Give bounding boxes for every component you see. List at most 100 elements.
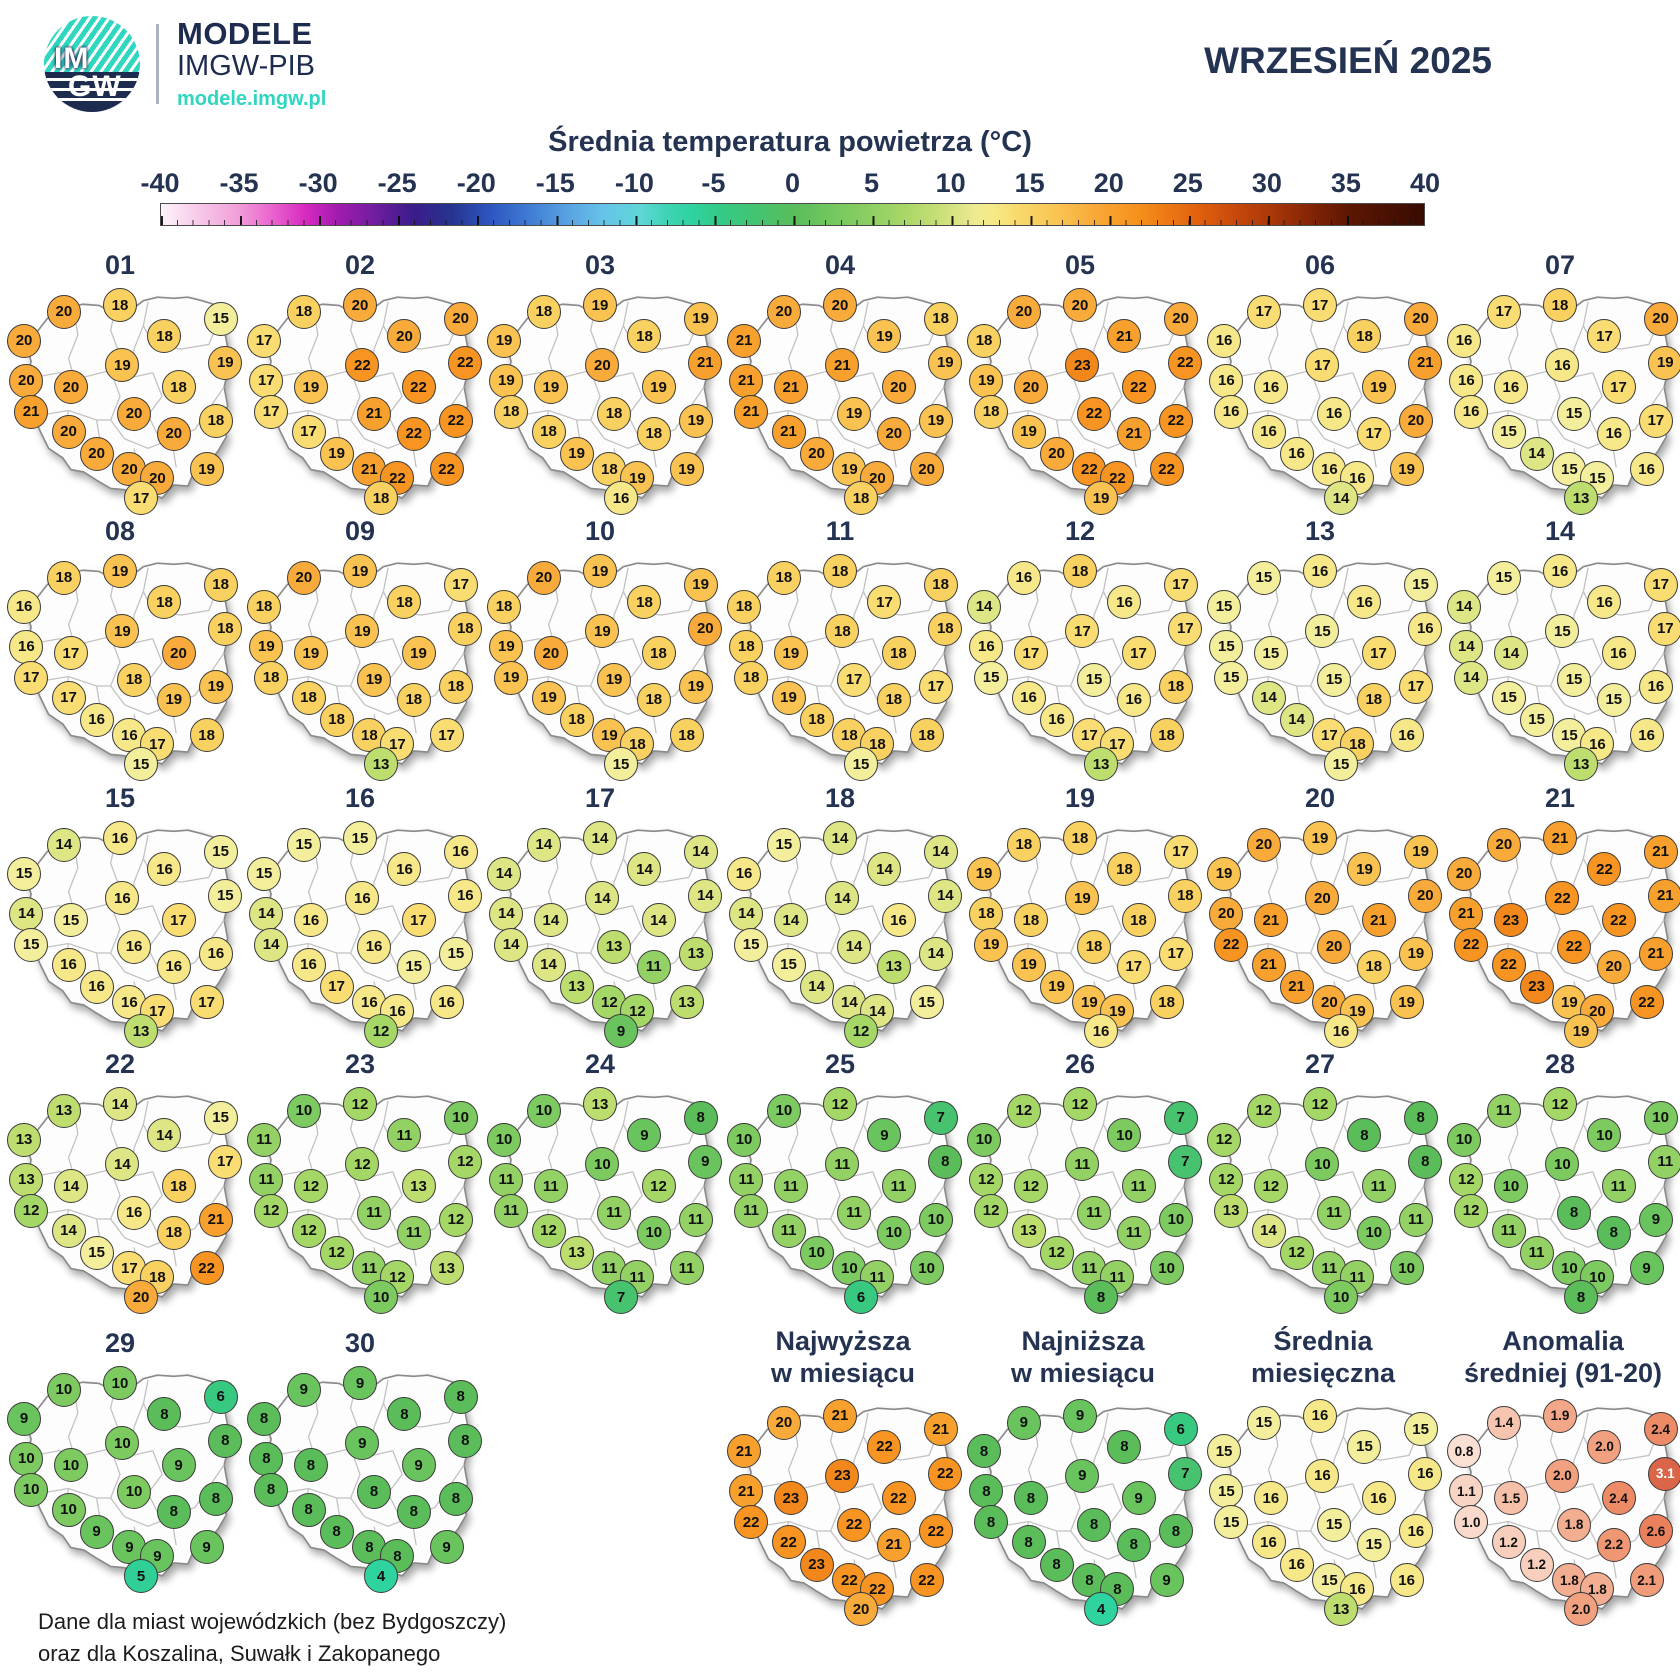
temperature-bubble-bialystok: 18 xyxy=(448,611,483,646)
temperature-bubble-lublin: 18 xyxy=(1158,669,1193,704)
temperature-bubble-torun: 11 xyxy=(1065,1147,1100,1182)
temperature-bubble-szczecin: 14 xyxy=(1447,589,1482,624)
temperature-bubble-torun: 14 xyxy=(825,881,860,916)
temperature-bubble-rzeszow: 10 xyxy=(1149,1251,1184,1286)
temperature-bubble-katowice: 1.8 xyxy=(1552,1563,1587,1598)
logo-url[interactable]: modele.imgw.pl xyxy=(177,87,327,110)
temperature-bubble-torun: 9 xyxy=(1065,1458,1100,1493)
temperature-bubble-torun: 15 xyxy=(1545,614,1580,649)
temperature-bubble-gdansk: 14 xyxy=(823,821,857,856)
temperature-bubble-szczecin: 11 xyxy=(247,1122,282,1157)
temperature-bubble-koszalin: 12 xyxy=(1246,1093,1281,1128)
temperature-bubble-warszawa: 18 xyxy=(1121,903,1156,938)
temperature-bubble-zielona-gora: 12 xyxy=(1454,1193,1489,1228)
temperature-bubble-lublin: 18 xyxy=(438,669,473,704)
temperature-bubble-lodz: 10 xyxy=(117,1474,152,1509)
day-map-08: 08 16 18 19 18 18 18 16 17 19 20 17 18 19 17 16 19 16 17 18… xyxy=(3,518,243,782)
day-map-17: 17 14 14 14 14 14 14 14 14 14 14 14 13 13 14 13 11 12 12 13… xyxy=(483,785,723,1049)
temperature-bubble-lublin: 2.6 xyxy=(1638,1514,1673,1549)
temperature-bubble-lublin: 11 xyxy=(678,1202,713,1237)
temperature-bubble-olsztyn: 10 xyxy=(1107,1118,1142,1153)
temperature-bubble-torun: 16 xyxy=(345,881,380,916)
temperature-bubble-koszalin: 15 xyxy=(1486,560,1521,595)
temperature-bubble-lublin: 16 xyxy=(1638,669,1673,704)
temperature-bubble-lublin: 19 xyxy=(1398,936,1433,971)
temperature-bubble-szczecin: 18 xyxy=(247,589,282,624)
temperature-bubble-rzeszow: 18 xyxy=(669,718,704,753)
temperature-bubble-lublin: 8 xyxy=(1158,1514,1193,1549)
summary-map-najnizsza: Najniższa w miesiącu 8 9 9 8 6 7 8 8 9 9 8 8 8 8 8 8 8 8 9 4 xyxy=(963,1326,1203,1627)
temperature-bubble-lodz: 15 xyxy=(1077,662,1112,697)
temperature-bubble-zielona-gora: 12 xyxy=(14,1193,49,1228)
temperature-bubble-olsztyn: 18 xyxy=(1107,852,1142,887)
temperature-bubble-warszawa: 22 xyxy=(401,370,436,405)
temperature-bubble-lublin: 11 xyxy=(1398,1202,1433,1237)
temperature-bubble-rzeszow: 9 xyxy=(189,1530,224,1565)
temperature-bubble-koszalin: 10 xyxy=(526,1093,561,1128)
temperature-bubble-zakopane: 2.0 xyxy=(1564,1592,1599,1627)
temperature-bubble-gdansk: 16 xyxy=(1543,554,1577,589)
temperature-bubble-olsztyn: 8 xyxy=(1107,1429,1142,1464)
temperature-bubble-gdansk: 12 xyxy=(1543,1087,1577,1122)
temperature-bubble-zielona-gora: 22 xyxy=(1214,927,1249,962)
temperature-bubble-opole: 12 xyxy=(1039,1235,1074,1270)
temperature-bubble-gorzow-wielkopolski: 13 xyxy=(9,1162,44,1197)
temperature-bubble-warszawa: 11 xyxy=(881,1169,916,1204)
day-map-26: 26 10 12 12 10 7 7 12 12 11 11 12 11 10 13 12 11 11 11 10 8 xyxy=(963,1051,1203,1315)
temperature-bubble-kielce: 21 xyxy=(1116,416,1151,451)
temperature-bubble-lublin: 8 xyxy=(438,1481,473,1516)
temperature-bubble-suwalki: 18 xyxy=(923,301,958,336)
temperature-bubble-torun: 10 xyxy=(1305,1147,1340,1182)
temperature-bubble-szczecin: 15 xyxy=(247,856,282,891)
temperature-bubble-lodz: 17 xyxy=(837,662,872,697)
temperature-bubble-rzeszow: 19 xyxy=(669,452,704,487)
temperature-bubble-gorzow-wielkopolski: 16 xyxy=(9,629,44,664)
temperature-bubble-bialystok: 16 xyxy=(1408,611,1443,646)
temperature-bubble-lodz: 16 xyxy=(357,929,392,964)
day-map-10: 10 18 20 19 18 19 20 19 20 19 18 19 19 19 19 18 18 19 18 18… xyxy=(483,518,723,782)
temperature-bubble-krakow: 16 xyxy=(1580,727,1615,762)
temperature-bubble-szczecin: 16 xyxy=(727,856,762,891)
temperature-bubble-koszalin: 15 xyxy=(1246,1405,1281,1440)
temperature-bubble-poznan: 21 xyxy=(773,370,808,405)
temperature-bubble-warszawa: 19 xyxy=(401,636,436,671)
temperature-bubble-opole: 1.2 xyxy=(1519,1547,1554,1582)
temperature-bubble-gorzow-wielkopolski: 18 xyxy=(969,896,1004,931)
temperature-bubble-warszawa: 19 xyxy=(641,370,676,405)
temperature-bubble-gdansk: 19 xyxy=(103,554,137,589)
temperature-bubble-szczecin: 12 xyxy=(1207,1122,1242,1157)
temperature-bubble-lublin: 19 xyxy=(678,669,713,704)
temperature-bubble-olsztyn: 14 xyxy=(627,852,662,887)
temperature-bubble-wroclaw: 17 xyxy=(291,414,326,449)
temperature-bubble-warszawa: 14 xyxy=(641,903,676,938)
temperature-bubble-gorzow-wielkopolski: 16 xyxy=(1449,363,1484,398)
temperature-bubble-bialystok: 18 xyxy=(208,611,243,646)
temperature-bubble-opole: 17 xyxy=(319,969,354,1004)
temperature-bubble-wroclaw: 14 xyxy=(531,947,566,982)
map-area: 15 15 15 16 16 16 14 16 16 17 14 16 15 16 17 15 16 16 16 12 xyxy=(243,816,483,1049)
temperature-bubble-koszalin: 20 xyxy=(766,294,801,329)
temperature-bubble-kielce: 20 xyxy=(876,416,911,451)
temperature-bubble-gdansk: 12 xyxy=(1303,1087,1337,1122)
temperature-bubble-olsztyn: 17 xyxy=(1587,319,1622,354)
temperature-bubble-kielce: 8 xyxy=(1116,1527,1151,1562)
temperature-bubble-olsztyn: 19 xyxy=(1347,852,1382,887)
temperature-bubble-rzeszow: 17 xyxy=(189,985,224,1020)
temperature-bubble-koszalin: 20 xyxy=(526,560,561,595)
temperature-bubble-wroclaw: 21 xyxy=(1251,947,1286,982)
temperature-bubble-warszawa: 16 xyxy=(1601,636,1636,671)
temperature-bubble-suwalki: 19 xyxy=(683,301,718,336)
map-area: 14 14 14 14 14 14 14 14 14 14 14 13 13 14 13 11 12 12 13 9 xyxy=(483,816,723,1049)
temperature-bubble-gdansk: 20 xyxy=(823,288,857,323)
temperature-bubble-gorzow-wielkopolski: 8 xyxy=(249,1441,284,1476)
temperature-bubble-zakopane: 18 xyxy=(364,481,399,516)
temperature-bubble-rzeszow: 10 xyxy=(909,1251,944,1286)
temperature-bubble-bialystok: 11 xyxy=(1648,1144,1680,1179)
temperature-bubble-lublin: 17 xyxy=(918,669,953,704)
temperature-bubble-lodz: 22 xyxy=(1077,396,1112,431)
day-label: 15 xyxy=(104,783,136,813)
day-label: 25 xyxy=(824,1049,856,1079)
temperature-bubble-torun: 18 xyxy=(825,614,860,649)
map-area: 10 12 12 10 7 7 12 12 11 11 12 11 10 13 12 11 11 11 10 8 xyxy=(963,1082,1203,1315)
temperature-bubble-gdansk: 16 xyxy=(103,821,137,856)
